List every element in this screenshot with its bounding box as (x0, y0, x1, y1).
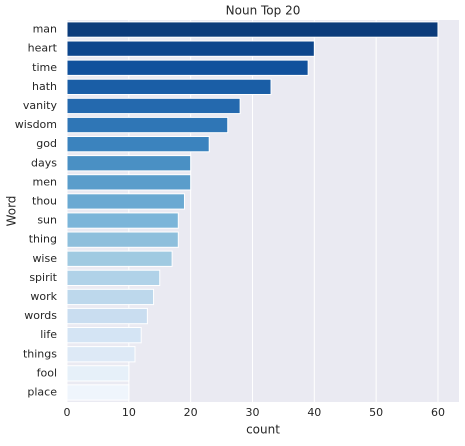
bar (66, 250, 173, 267)
y-tick-label: work (30, 290, 57, 303)
x-tick-label: 50 (369, 406, 383, 419)
bar (66, 327, 142, 344)
bar (66, 155, 192, 172)
y-tick-label: wise (32, 252, 57, 265)
y-tick-label: life (40, 328, 57, 341)
bar (66, 136, 210, 153)
y-tick-label: wisdom (15, 118, 57, 131)
x-axis-label: count (246, 423, 280, 437)
y-tick-label: heart (28, 42, 58, 55)
bar (66, 212, 179, 229)
y-tick-label: hath (32, 80, 57, 93)
bar (66, 307, 148, 325)
y-tick-label: god (36, 137, 57, 150)
bar (66, 40, 315, 57)
bar (66, 21, 439, 38)
bar (66, 193, 185, 210)
x-tick-label: 0 (64, 406, 71, 419)
x-tick-label: 10 (122, 406, 136, 419)
y-tick-label: man (33, 23, 57, 36)
bar (66, 288, 155, 306)
x-tick-label: 60 (431, 406, 445, 419)
y-tick-label: place (27, 385, 57, 398)
y-tick-label: spirit (29, 271, 57, 284)
bar (66, 231, 179, 248)
bar (66, 59, 309, 76)
bar (66, 97, 241, 115)
y-tick-label: fool (37, 366, 57, 379)
y-tick-label: vanity (23, 99, 58, 112)
y-tick-label: time (32, 61, 57, 74)
bar (66, 384, 130, 401)
y-axis-label: Word (5, 196, 19, 227)
plot-area (67, 20, 459, 402)
y-tick-label: thou (32, 194, 57, 207)
x-tick-label: 40 (307, 406, 321, 419)
bar (66, 78, 272, 95)
bar (66, 269, 161, 286)
bar (66, 116, 229, 134)
y-tick-label: words (24, 309, 57, 322)
chart-title: Noun Top 20 (226, 4, 301, 18)
x-tick-label: 20 (184, 406, 198, 419)
y-tick-label: men (33, 175, 57, 188)
x-tick-label: 30 (245, 406, 259, 419)
y-tick-label: sun (37, 214, 57, 227)
y-tick-label: things (23, 347, 57, 360)
bar (66, 346, 136, 363)
y-tick-label: thing (29, 233, 57, 246)
y-tick-label: days (31, 156, 57, 169)
bar (66, 365, 130, 382)
bar (66, 174, 192, 191)
